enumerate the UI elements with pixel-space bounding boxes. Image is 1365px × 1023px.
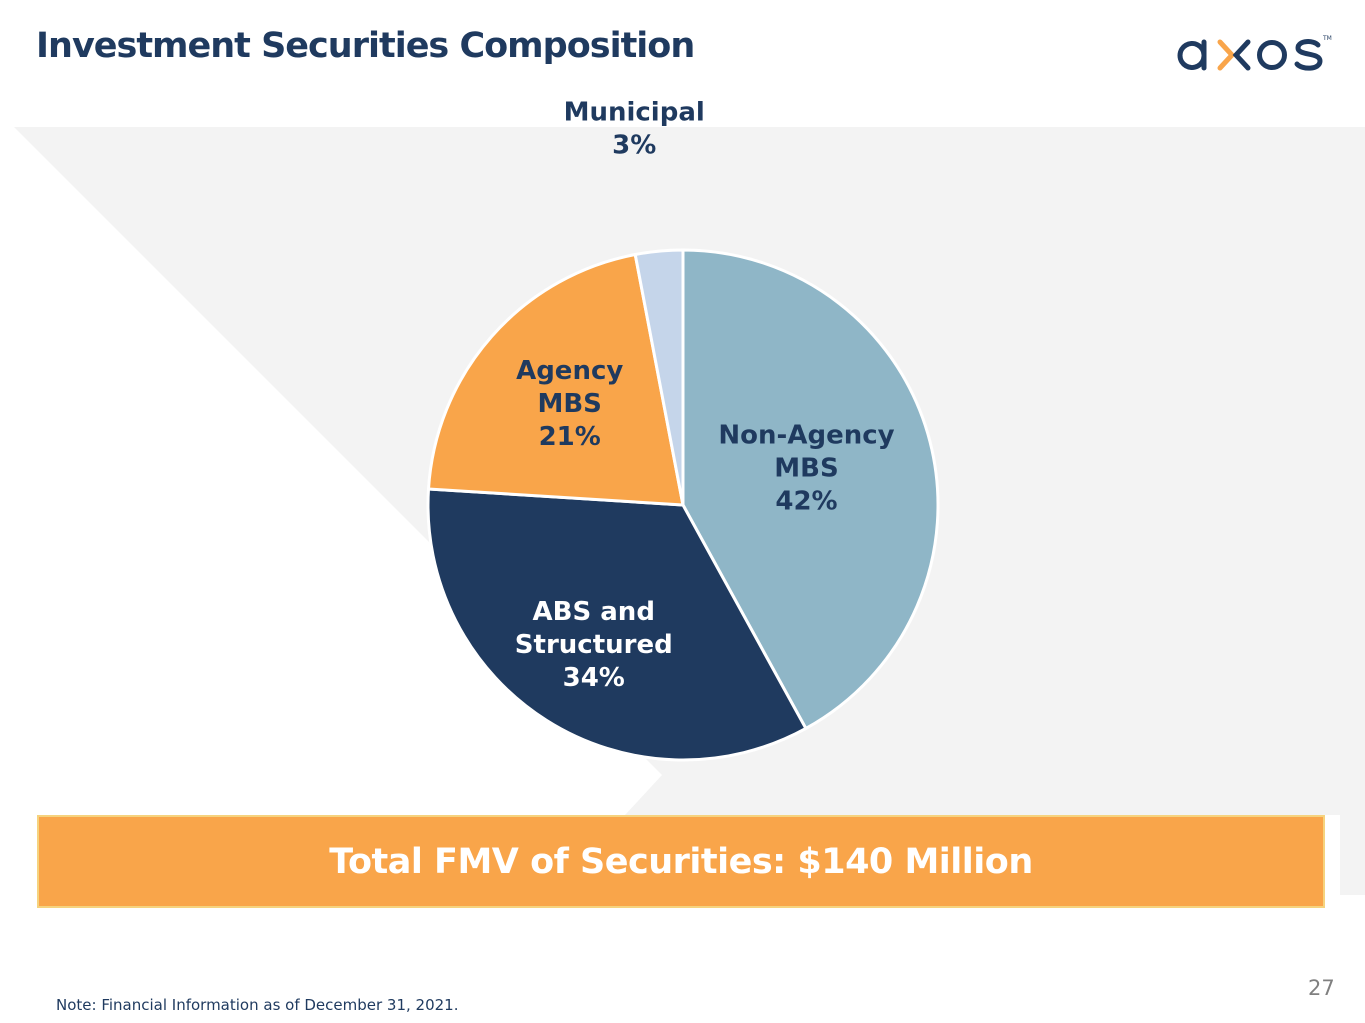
total-fmv-text: Total FMV of Securities: $140 Million [329,841,1033,882]
slice-label-3: Municipal 3% [564,97,705,160]
slice-label-0: Non-Agency MBS 42% [718,420,894,516]
slice-category-label: MBS [774,453,838,483]
slice-value-label: 42% [775,486,837,516]
logo-trademark: TM [1322,35,1332,42]
logo-mark [1177,39,1323,71]
page-number: 27 [1308,976,1335,1000]
pie-slice-1 [426,487,808,762]
slice-category-label: MBS [537,389,601,419]
slice-label-2: Agency MBS 21% [516,356,623,452]
slice-value-label: 34% [563,663,625,693]
pie-slice-2 [426,252,685,507]
slice-value-label: 3% [612,130,656,160]
slice-category-label: Agency [516,356,623,386]
slice-value-label: 21% [539,422,601,452]
slice-category-label: Structured [515,630,673,660]
slice-category-label: Non-Agency [718,420,894,450]
page-title: Investment Securities Composition [36,26,695,66]
axos-logo: TM axos [1177,35,1332,71]
pie-slice-3 [633,248,685,506]
total-fmv-banner: Total FMV of Securities: $140 Million [37,815,1325,908]
slice-category-label: ABS and [533,597,655,627]
slice-label-1: ABS and Structured 34% [515,597,673,693]
slice-category-label: Municipal [564,97,705,127]
pie-slice-0 [681,248,940,731]
footnote: Note: Financial Information as of Decemb… [56,996,459,1014]
